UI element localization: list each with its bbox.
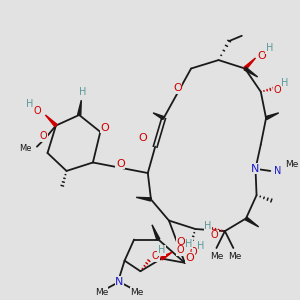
- Text: O: O: [33, 106, 41, 116]
- Text: O: O: [100, 123, 109, 133]
- Text: O: O: [116, 158, 125, 169]
- Text: O: O: [177, 245, 184, 255]
- Text: O: O: [152, 251, 159, 261]
- Text: Me: Me: [228, 252, 241, 261]
- Polygon shape: [161, 252, 172, 260]
- Text: Me: Me: [19, 144, 32, 153]
- Polygon shape: [153, 113, 164, 120]
- Text: Me: Me: [130, 288, 144, 297]
- Text: O: O: [177, 237, 185, 247]
- Text: O: O: [40, 131, 47, 141]
- Text: H: H: [266, 44, 273, 53]
- Polygon shape: [152, 225, 160, 240]
- Text: N: N: [115, 277, 124, 287]
- Text: O: O: [138, 133, 147, 143]
- Text: Me: Me: [95, 288, 108, 297]
- Polygon shape: [244, 67, 258, 77]
- Polygon shape: [266, 113, 279, 120]
- Polygon shape: [245, 217, 259, 227]
- Text: O: O: [257, 51, 266, 61]
- Text: N: N: [274, 166, 281, 176]
- Text: O: O: [173, 83, 182, 93]
- Polygon shape: [244, 58, 256, 70]
- Text: O: O: [186, 253, 194, 262]
- Text: H: H: [26, 99, 33, 110]
- Text: N: N: [251, 164, 260, 174]
- Polygon shape: [136, 197, 151, 201]
- Text: H: H: [204, 221, 212, 231]
- Text: H: H: [281, 78, 289, 88]
- Polygon shape: [78, 100, 81, 115]
- Text: H: H: [197, 241, 204, 251]
- Polygon shape: [45, 115, 57, 127]
- Text: O: O: [274, 85, 281, 94]
- Text: O: O: [189, 247, 197, 257]
- Text: H: H: [185, 239, 193, 249]
- Text: Me: Me: [210, 252, 223, 261]
- Text: Me: Me: [285, 160, 298, 169]
- Text: H: H: [79, 87, 86, 97]
- Text: H: H: [158, 245, 165, 255]
- Text: O: O: [211, 230, 218, 240]
